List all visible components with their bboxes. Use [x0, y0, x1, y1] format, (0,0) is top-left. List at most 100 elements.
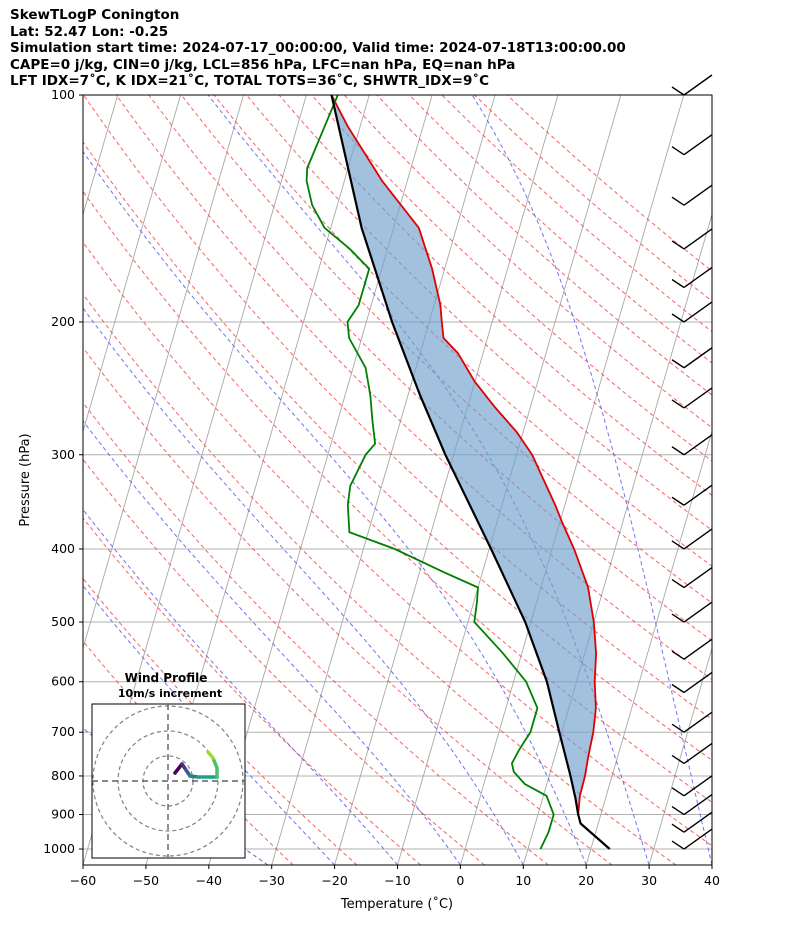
wind-barb: [683, 228, 713, 250]
isotherm-line: [711, 863, 712, 865]
moist-adiabat: [207, 95, 650, 865]
y-tick-label: 800: [51, 768, 75, 783]
chart-header: SkewTLogP Conington Lat: 52.47 Lon: -0.2…: [10, 7, 626, 90]
x-tick-label: 10: [515, 873, 531, 888]
wind-barb-flag: [671, 613, 685, 623]
isotherm-line: [459, 95, 685, 865]
dry-adiabat: [181, 95, 712, 604]
hodograph-segment: [211, 756, 219, 770]
dry-adiabat: [213, 95, 712, 567]
moist-adiabat: [83, 307, 524, 865]
wind-barb-flag: [671, 278, 685, 289]
isotherm-line: [648, 646, 712, 865]
isotherm-grid: [83, 95, 712, 865]
stability-line: CAPE=0 j/kg, CIN=0 j/kg, LCL=856 hPa, LF…: [10, 56, 516, 73]
wind-barb-flag: [671, 540, 685, 550]
x-tick-label: −10: [384, 873, 410, 888]
wind-barb-flag: [671, 805, 685, 816]
wind-profile-title: Wind Profile: [125, 671, 208, 685]
y-tick-label: 100: [51, 87, 75, 102]
wind-barb-flag: [671, 359, 685, 369]
y-tick-label: 500: [51, 614, 75, 629]
y-tick-label: 1000: [43, 841, 75, 856]
isotherm-line: [522, 212, 712, 865]
dry-adiabat: [83, 190, 712, 803]
wind-barb-flag: [671, 446, 685, 456]
dry-adiabat: [83, 141, 712, 761]
chart-title: SkewTLogP Conington: [10, 7, 180, 23]
wind-barb-flag: [671, 578, 685, 589]
wind-barb: [683, 134, 713, 156]
moist-adiabat: [83, 420, 461, 865]
wind-barb-flag: [671, 683, 685, 694]
x-tick-label: −20: [321, 873, 347, 888]
sounding-line: [305, 95, 555, 850]
isotherm-line: [83, 95, 182, 433]
wind-barb: [683, 601, 713, 623]
wind-barb: [683, 793, 713, 816]
wind-barb-flag: [671, 787, 685, 797]
x-tick-label: −30: [259, 873, 285, 888]
dry-adiabat: [506, 95, 712, 272]
hodograph-segment: [173, 762, 184, 775]
wind-barb: [683, 566, 713, 589]
wind-barb-flag: [671, 496, 685, 506]
sounding-line: [330, 95, 611, 850]
wind-barb-flag: [671, 196, 685, 206]
x-tick-label: 20: [578, 873, 594, 888]
wind-barb: [683, 828, 713, 850]
sounding-line: [330, 95, 611, 850]
x-tick-label: 0: [456, 873, 464, 888]
wind-barb-flag: [671, 823, 685, 833]
isotherm-line: [83, 95, 244, 650]
sounding-traces: [305, 95, 611, 850]
dry-adiabat: [83, 293, 677, 865]
wind-barb: [683, 711, 713, 733]
wind-barb: [683, 184, 713, 206]
wind-barb: [683, 74, 713, 96]
isotherm-line: [585, 429, 712, 865]
wind-profile-subtitle: 10m/s increment: [118, 687, 222, 700]
wind-barb-flag: [671, 399, 685, 409]
wind-barb: [683, 811, 713, 833]
dry-adiabat: [474, 95, 712, 302]
indices-line: LFT IDX=7˚C, K IDX=21˚C, TOTAL TOTS=36˚C…: [10, 73, 490, 89]
hodograph-segment: [206, 750, 215, 760]
x-tick-label: −40: [196, 873, 222, 888]
isotherm-line: [334, 95, 559, 865]
wind-barb: [683, 301, 713, 323]
moist-adiabat: [471, 95, 712, 865]
wind-barb-flag: [671, 146, 685, 156]
time-line: Simulation start time: 2024-07-17_00:00:…: [10, 40, 626, 56]
wind-barb: [683, 775, 713, 797]
x-tick-label: −50: [133, 873, 159, 888]
wind-barb: [683, 484, 713, 506]
location-line: Lat: 52.47 Lon: -0.25: [10, 23, 169, 40]
x-tick-label: 30: [641, 873, 657, 888]
wind-barb-flag: [671, 86, 685, 96]
isotherm-line: [271, 95, 496, 865]
x-tick-label: −60: [70, 873, 96, 888]
wind-profile-inset: Wind Profile 10m/s increment: [91, 671, 246, 859]
wind-barb: [683, 387, 713, 409]
y-tick-label: 900: [51, 807, 75, 822]
y-tick-label: 600: [51, 674, 75, 689]
wind-barb-flag: [671, 313, 685, 323]
dry-adiabat: [83, 517, 422, 865]
wind-barb-flag: [671, 650, 685, 660]
y-tick-label: 400: [51, 541, 75, 556]
wind-barbs: [671, 74, 713, 850]
y-tick-label: 300: [51, 447, 75, 462]
wind-barb: [683, 671, 713, 694]
y-tick-label: 200: [51, 314, 75, 329]
dry-adiabat: [409, 95, 712, 364]
y-axis-label: Pressure (hPa): [18, 433, 33, 526]
wind-barb: [683, 528, 713, 550]
wind-barb-flag: [671, 754, 685, 765]
wind-barb-flag: [671, 723, 685, 733]
wind-barb-flag: [671, 840, 685, 850]
axes: −60 −50 −40 −30 −20 −10 0 10 20 30 40 1000 900 800 700…: [43, 87, 720, 888]
dry-adiabat: [376, 95, 712, 396]
y-tick-label: 700: [51, 724, 75, 739]
